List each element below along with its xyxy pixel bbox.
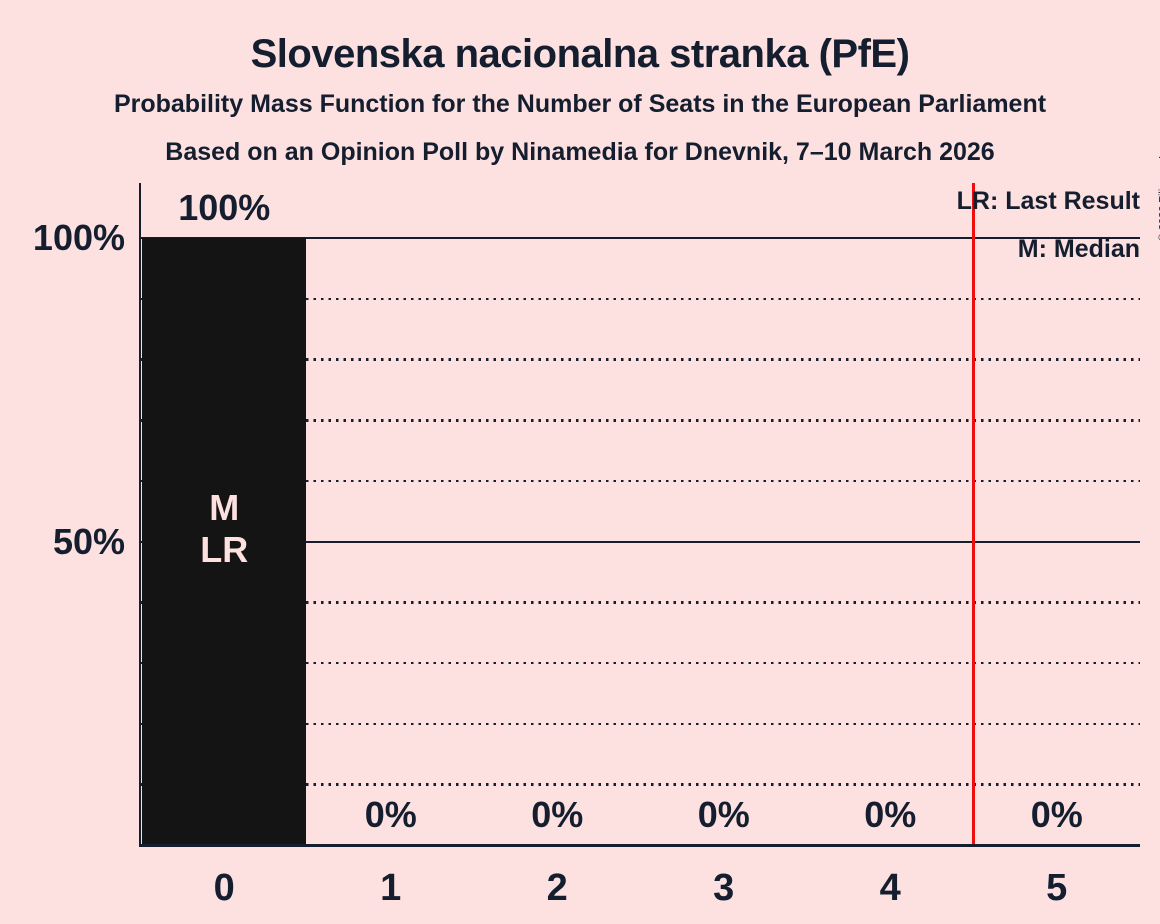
gridline-dotted-60: [141, 479, 1140, 483]
gridline-solid-50: [141, 540, 1140, 543]
bar-value-label-4: 0%: [864, 794, 917, 835]
bar-value-label-1: 0%: [364, 794, 417, 835]
page-title: Slovenska nacionalna stranka (PfE): [250, 32, 910, 76]
legend-median: M: Median: [1017, 235, 1140, 263]
red-threshold-line: [972, 183, 975, 845]
legend-last-result: LR: Last Result: [956, 187, 1140, 215]
x-axis-label-4: 4: [879, 867, 901, 909]
y-axis-label-50: 50%: [52, 520, 125, 562]
gridline-solid-100: [141, 237, 1140, 239]
gridline-dotted-70: [141, 419, 1140, 422]
bar-value-label-0: 100%: [178, 187, 271, 228]
bar-value-label-3: 0%: [697, 794, 750, 835]
gridline-dotted-40: [141, 601, 1140, 604]
bar-value-label-5: 0%: [1030, 794, 1083, 835]
gridline-dotted-30: [141, 661, 1140, 665]
gridline-dotted-90: [141, 297, 1140, 301]
x-axis-label-1: 1: [380, 867, 402, 909]
x-axis-label-3: 3: [713, 867, 735, 909]
gridline-dotted-80: [141, 358, 1140, 361]
last-result-marker: LR: [200, 529, 249, 570]
median-marker: M: [209, 487, 240, 528]
gridline-dotted-10: [141, 783, 1140, 786]
y-axis-line: [139, 183, 141, 846]
x-axis-line: [139, 844, 1140, 847]
y-axis-label-100: 100%: [32, 217, 125, 258]
bar-seats-0: [142, 238, 306, 845]
bar-value-label-2: 0%: [531, 794, 584, 835]
x-axis-label-5: 5: [1046, 867, 1068, 909]
x-axis-label-2: 2: [546, 867, 568, 909]
gridline-dotted-20: [141, 722, 1140, 726]
x-axis-label-0: 0: [213, 867, 235, 909]
poll-source-line: Based on an Opinion Poll by Ninamedia fo…: [165, 138, 995, 166]
chart-subtitle: Probability Mass Function for the Number…: [113, 90, 1047, 118]
